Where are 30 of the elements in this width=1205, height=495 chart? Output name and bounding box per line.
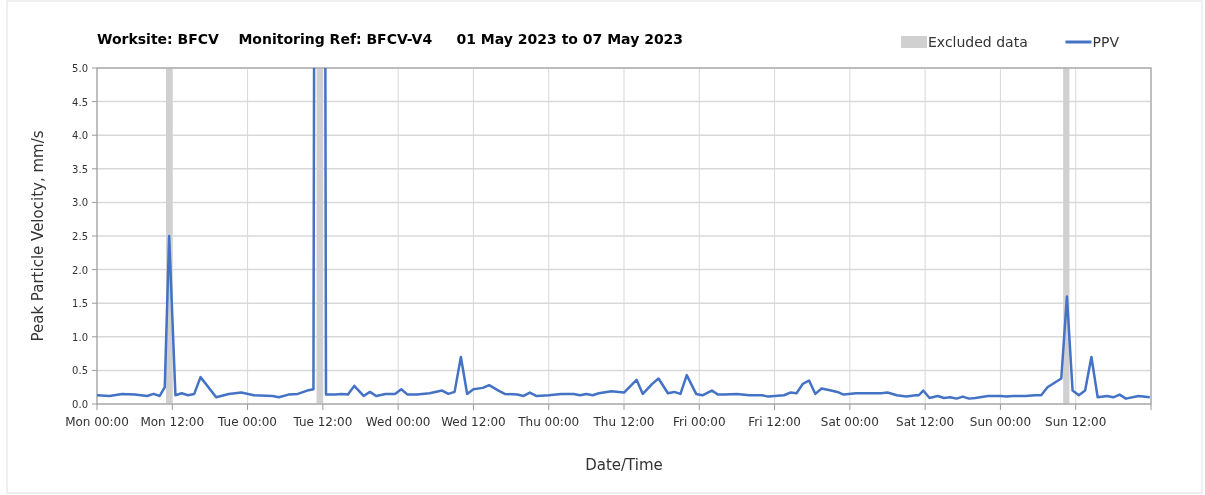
x-tick-label: Mon 12:00 [140, 415, 205, 429]
y-tick-label: 3.0 [72, 197, 88, 209]
x-tick-label: Sun 12:00 [1045, 415, 1107, 429]
y-axis-title: Peak Particle Velocity, mm/s [29, 130, 47, 342]
x-tick-label: Thu 12:00 [592, 415, 655, 429]
x-tick-label: Mon 00:00 [65, 415, 129, 429]
x-tick-label: Tue 12:00 [292, 415, 353, 429]
y-tick-label: 0.5 [72, 365, 88, 377]
legend-label: Excluded data [928, 34, 1028, 50]
chart-title: Worksite: BFCV Monitoring Ref: BFCV-V4 01 May 2023 to 07 May 2023 [97, 31, 684, 47]
y-tick-label: 1.5 [72, 298, 88, 310]
y-tick-label: 4.5 [72, 96, 88, 108]
x-axis-title: Date/Time [585, 456, 663, 474]
x-tick-label: Thu 00:00 [517, 415, 580, 429]
y-tick-label: 2.5 [72, 231, 88, 242]
y-tick-label: 2.0 [72, 264, 88, 276]
x-tick-label: Fri 12:00 [748, 415, 801, 429]
legend-label: PPV [1092, 34, 1120, 50]
x-tick-label: Wed 00:00 [365, 415, 431, 429]
y-tick-label: 5.0 [72, 63, 88, 74]
y-tick-label: 0.0 [72, 399, 88, 410]
x-tick-label: Tue 00:00 [217, 415, 278, 429]
x-tick-label: Wed 12:00 [441, 415, 506, 429]
x-tick-label: Sat 12:00 [896, 415, 955, 429]
y-tick-label: 3.5 [72, 163, 88, 175]
x-tick-label: Fri 00:00 [672, 415, 726, 429]
y-tick-label: 1.0 [72, 331, 88, 343]
x-tick-label: Sun 00:00 [969, 415, 1032, 429]
x-tick-label: Sat 00:00 [820, 415, 879, 429]
y-tick-label: 4.0 [72, 130, 88, 142]
